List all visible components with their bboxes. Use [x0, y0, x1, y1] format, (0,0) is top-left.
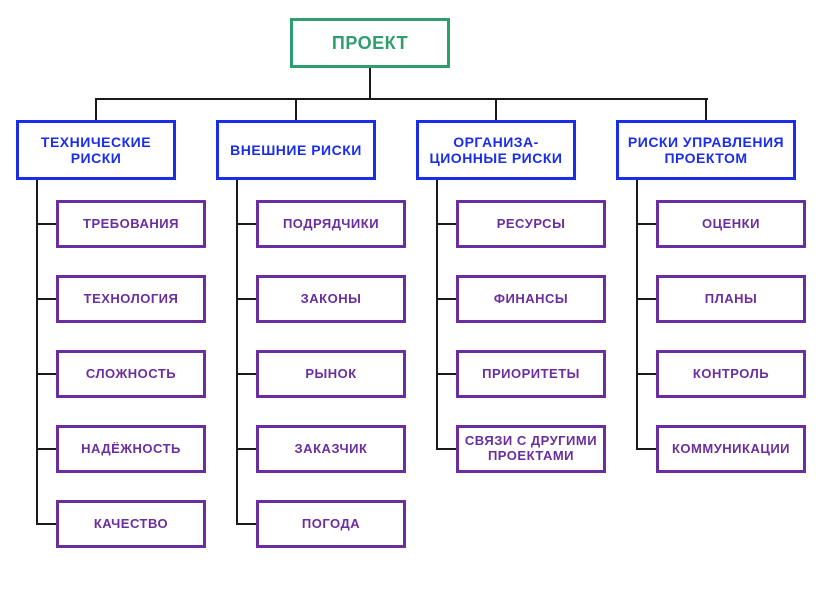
item-node: НАДЁЖНОСТЬ — [56, 425, 206, 473]
category-node: ВНЕШНИЕ РИСКИ — [216, 120, 376, 180]
connector — [236, 523, 256, 525]
connector — [636, 373, 656, 375]
connector — [436, 298, 456, 300]
connector — [495, 98, 497, 120]
connector — [369, 68, 371, 98]
connector — [96, 98, 708, 100]
connector — [636, 298, 656, 300]
item-node: ПОДРЯДЧИКИ — [256, 200, 406, 248]
category-node: ОРГАНИЗА- ЦИОННЫЕ РИСКИ — [416, 120, 576, 180]
item-node: ПОГОДА — [256, 500, 406, 548]
connector — [236, 373, 256, 375]
connector — [236, 298, 256, 300]
item-node: ПЛАНЫ — [656, 275, 806, 323]
connector — [636, 223, 656, 225]
connector — [705, 98, 707, 120]
item-node: ОЦЕНКИ — [656, 200, 806, 248]
connector — [36, 180, 38, 524]
connector — [436, 180, 438, 449]
connector — [236, 448, 256, 450]
item-node: ПРИОРИТЕТЫ — [456, 350, 606, 398]
connector — [236, 180, 238, 524]
connector — [36, 373, 56, 375]
connector — [636, 448, 656, 450]
connector — [636, 180, 638, 449]
connector — [36, 448, 56, 450]
item-node: РЕСУРСЫ — [456, 200, 606, 248]
item-node: КОММУНИКАЦИИ — [656, 425, 806, 473]
item-node: СЛОЖНОСТЬ — [56, 350, 206, 398]
item-node: ТЕХНОЛОГИЯ — [56, 275, 206, 323]
item-node: КОНТРОЛЬ — [656, 350, 806, 398]
connector — [36, 523, 56, 525]
item-node: ЗАКАЗЧИК — [256, 425, 406, 473]
item-node: ТРЕБОВАНИЯ — [56, 200, 206, 248]
category-node: ТЕХНИЧЕСКИЕ РИСКИ — [16, 120, 176, 180]
root-node: ПРОЕКТ — [290, 18, 450, 68]
category-node: РИСКИ УПРАВЛЕНИЯ ПРОЕКТОМ — [616, 120, 796, 180]
connector — [36, 223, 56, 225]
connector — [436, 223, 456, 225]
connector — [436, 373, 456, 375]
connector — [95, 98, 97, 120]
item-node: ЗАКОНЫ — [256, 275, 406, 323]
item-node: КАЧЕСТВО — [56, 500, 206, 548]
item-node: РЫНОК — [256, 350, 406, 398]
connector — [436, 448, 456, 450]
item-node: СВЯЗИ С ДРУГИМИ ПРОЕКТАМИ — [456, 425, 606, 473]
connector — [295, 98, 297, 120]
item-node: ФИНАНСЫ — [456, 275, 606, 323]
connector — [36, 298, 56, 300]
connector — [236, 223, 256, 225]
